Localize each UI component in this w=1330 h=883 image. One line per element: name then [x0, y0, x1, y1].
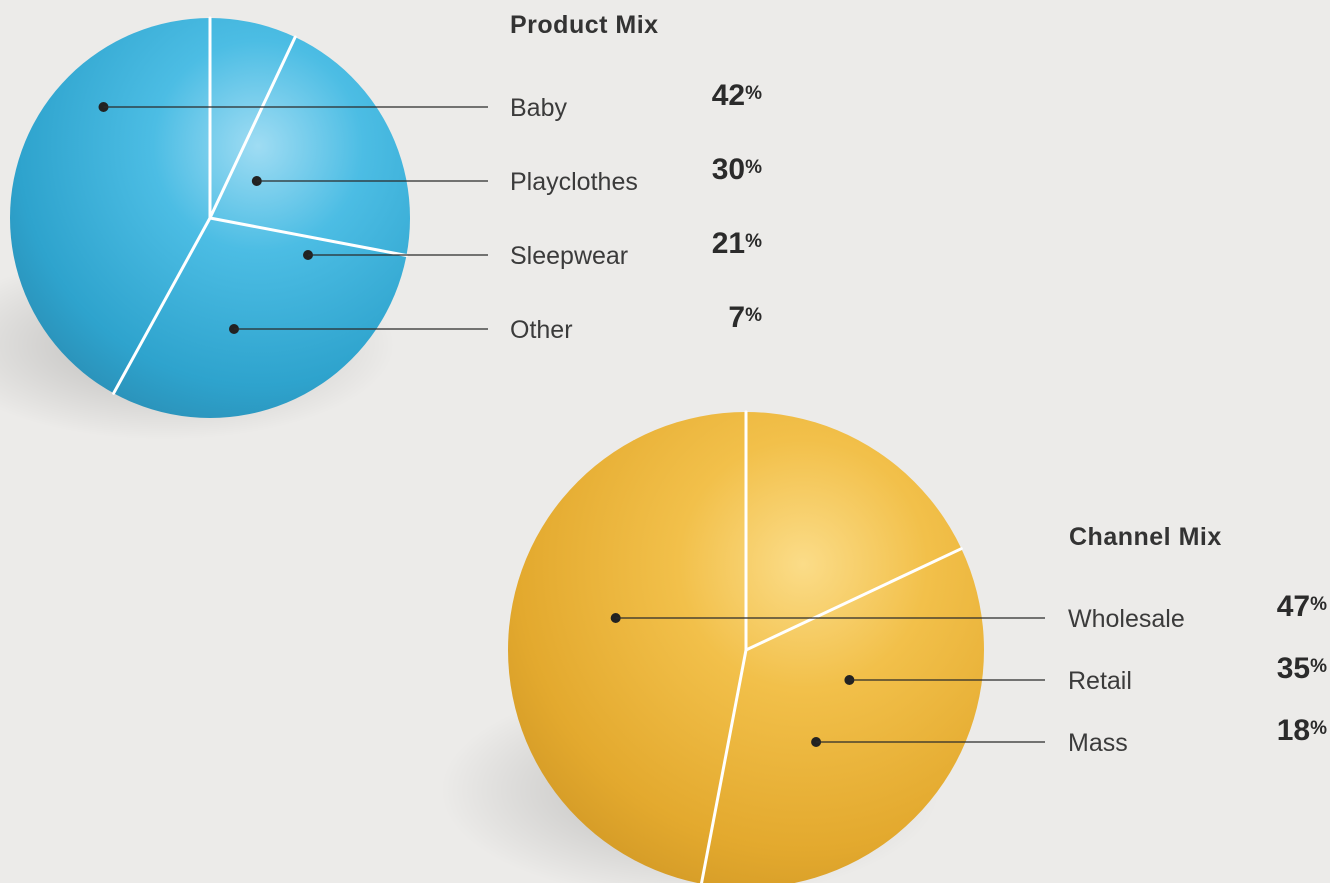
category-label: Sleepwear: [510, 242, 628, 270]
slice-divider: [208, 35, 297, 220]
slice-divider: [744, 547, 963, 652]
slice-divider: [700, 648, 748, 883]
channel-mix-labels: Wholesale 47% Retail 35% Mass 18%: [1068, 590, 1327, 757]
value-label: 35%: [1277, 652, 1327, 685]
slice-divider: [208, 216, 408, 257]
channel-mix-chart: Channel Mix Wholesale 47% Retail 35% Mass 18%: [440, 410, 1327, 883]
category-label: Mass: [1068, 729, 1128, 757]
product-mix-labels: Baby 42% Playclothes 30% Sleepwear 21% Other 7%: [510, 79, 762, 344]
product-mix-leader-lines: [98, 102, 488, 334]
value-label: 21%: [712, 227, 762, 260]
value-label: 7%: [728, 301, 762, 334]
category-label: Baby: [510, 94, 567, 122]
category-label: Other: [510, 316, 573, 344]
value-label: 47%: [1277, 590, 1327, 623]
product-mix-title: Product Mix: [510, 11, 659, 39]
channel-mix-slice-lines: [700, 410, 963, 883]
product-mix-chart: Product Mix Baby 42% Playclothes 30% Sleepwe…: [0, 11, 762, 440]
channel-mix-leader-lines: [610, 613, 1045, 747]
slice-divider: [112, 216, 212, 395]
value-label: 18%: [1277, 714, 1327, 747]
category-label: Playclothes: [510, 168, 638, 196]
product-mix-slice-lines: [112, 16, 408, 395]
category-label: Retail: [1068, 667, 1132, 695]
value-label: 42%: [712, 79, 762, 112]
value-label: 30%: [712, 153, 762, 186]
channel-mix-title: Channel Mix: [1069, 523, 1222, 551]
category-label: Wholesale: [1068, 605, 1185, 633]
